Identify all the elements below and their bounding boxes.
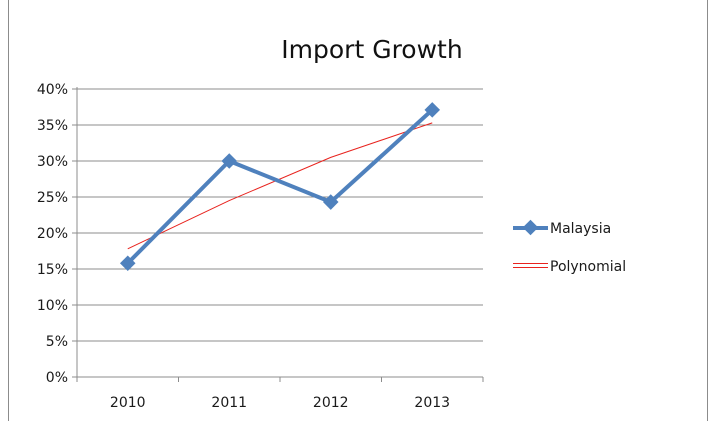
- chart-title: Import Growth: [281, 35, 462, 64]
- y-tick-label: 30%: [37, 154, 68, 170]
- y-tick-label: 20%: [37, 226, 68, 242]
- x-axis: 2010 2011 2012 2013: [76, 87, 484, 411]
- chart-frame: [8, 0, 708, 421]
- y-axis-ticks: 0% 5% 10% 15% 20% 25% 30% 35% 40%: [37, 82, 77, 386]
- x-tick-label: 2012: [313, 395, 349, 411]
- data-point-malaysia: [221, 153, 238, 169]
- y-tick-label: 35%: [37, 118, 68, 134]
- legend-malaysia-marker: [522, 219, 539, 236]
- y-tick-label: 0%: [46, 370, 68, 386]
- series: [119, 102, 441, 272]
- data-point-malaysia: [322, 194, 339, 210]
- y-tick-label: 25%: [37, 190, 68, 206]
- x-tick-label: 2011: [211, 395, 247, 411]
- trendline: [127, 122, 433, 250]
- gridlines: [77, 88, 483, 342]
- y-tick-label: 15%: [37, 262, 68, 278]
- legend: Malaysia Polynomial: [513, 219, 626, 275]
- y-tick-label: 5%: [46, 334, 68, 350]
- series-line-malaysia: [126, 108, 434, 265]
- legend-malaysia-label: Malaysia: [550, 221, 611, 237]
- y-tick-label: 10%: [37, 298, 68, 314]
- trendline-polynomial: [127, 122, 433, 250]
- x-tick-label: 2010: [110, 395, 146, 411]
- x-tick-label: 2013: [414, 395, 450, 411]
- y-tick-label: 40%: [37, 82, 68, 98]
- legend-polynomial-label: Polynomial: [550, 259, 626, 275]
